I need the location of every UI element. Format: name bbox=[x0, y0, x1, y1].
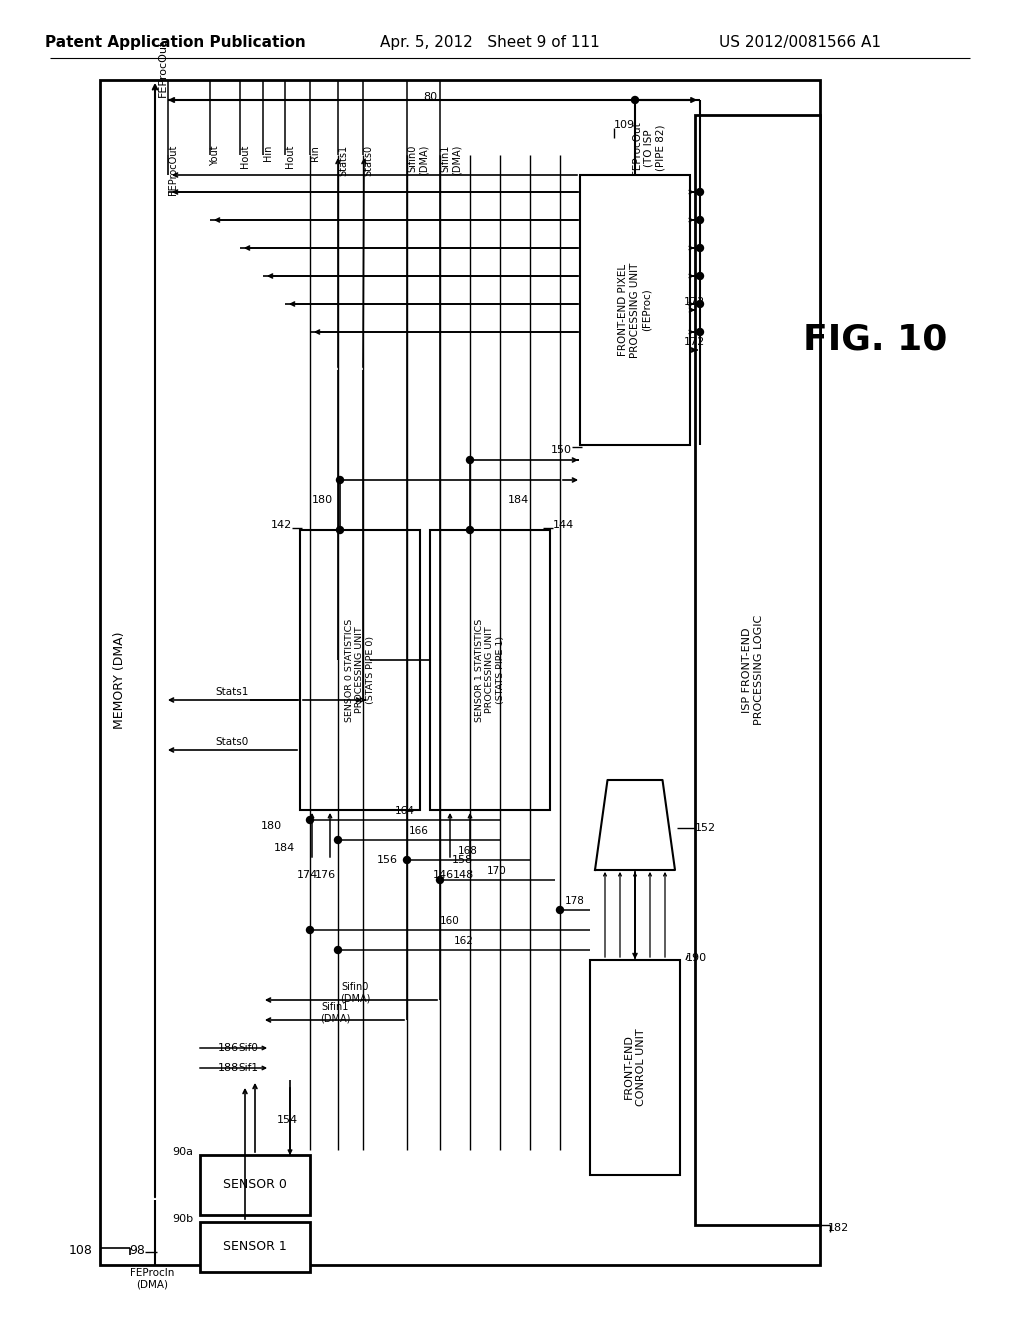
Text: FIG. 10: FIG. 10 bbox=[803, 323, 947, 356]
Text: Hin: Hin bbox=[263, 145, 273, 161]
Text: Sifin1
(DMA): Sifin1 (DMA) bbox=[440, 145, 462, 176]
Text: 172: 172 bbox=[683, 297, 705, 308]
Text: 152: 152 bbox=[695, 822, 716, 833]
Circle shape bbox=[632, 96, 639, 103]
Text: FRONT-END PIXEL
PROCESSING UNIT
(FEProc): FRONT-END PIXEL PROCESSING UNIT (FEProc) bbox=[618, 263, 651, 358]
Text: 144: 144 bbox=[553, 520, 574, 531]
Text: 156: 156 bbox=[377, 855, 397, 865]
Text: 90a: 90a bbox=[172, 1147, 193, 1158]
Text: FEProcOut: FEProcOut bbox=[158, 40, 168, 96]
Text: 109: 109 bbox=[614, 120, 635, 129]
Circle shape bbox=[337, 477, 343, 483]
Text: 164: 164 bbox=[395, 807, 415, 816]
Text: Stats0: Stats0 bbox=[362, 145, 373, 176]
Circle shape bbox=[696, 329, 703, 335]
Circle shape bbox=[436, 876, 443, 883]
Circle shape bbox=[337, 527, 343, 533]
Text: 146: 146 bbox=[432, 870, 454, 880]
Text: SENSOR 1 STATISTICS
PROCESSING UNIT
(STATS PIPE 1): SENSOR 1 STATISTICS PROCESSING UNIT (STA… bbox=[475, 618, 505, 722]
Text: US 2012/0081566 A1: US 2012/0081566 A1 bbox=[719, 34, 881, 49]
Text: 162: 162 bbox=[454, 936, 474, 946]
Text: SENSOR 0: SENSOR 0 bbox=[223, 1179, 287, 1192]
Text: 180: 180 bbox=[312, 495, 333, 506]
Text: 154: 154 bbox=[276, 1115, 298, 1125]
Text: 182: 182 bbox=[828, 1224, 849, 1233]
Circle shape bbox=[696, 189, 703, 195]
Bar bbox=[580, 176, 690, 445]
Text: 180: 180 bbox=[261, 821, 282, 832]
Text: SENSOR 0 STATISTICS
PROCESSING UNIT
(STATS PIPE 0): SENSOR 0 STATISTICS PROCESSING UNIT (STA… bbox=[345, 618, 375, 722]
Text: MEMORY (DMA): MEMORY (DMA) bbox=[114, 631, 127, 729]
Text: FEProcIn
(DMA): FEProcIn (DMA) bbox=[130, 1269, 174, 1290]
Bar bbox=[590, 960, 680, 1175]
Text: Patent Application Publication: Patent Application Publication bbox=[45, 34, 305, 49]
Text: 142: 142 bbox=[270, 520, 292, 531]
Text: Stats1: Stats1 bbox=[338, 145, 348, 176]
Circle shape bbox=[696, 244, 703, 252]
Circle shape bbox=[556, 907, 563, 913]
Text: Rin: Rin bbox=[310, 145, 319, 161]
Text: Stats1: Stats1 bbox=[215, 686, 249, 697]
Circle shape bbox=[467, 527, 473, 533]
Text: 170: 170 bbox=[487, 866, 507, 876]
Text: 190: 190 bbox=[686, 953, 708, 964]
Text: 186: 186 bbox=[217, 1043, 239, 1053]
Circle shape bbox=[696, 216, 703, 223]
Text: Sifin0
(DMA): Sifin0 (DMA) bbox=[407, 145, 429, 176]
Text: 98: 98 bbox=[129, 1243, 145, 1257]
Text: Sifin1
(DMA): Sifin1 (DMA) bbox=[319, 1002, 350, 1024]
Text: 174: 174 bbox=[296, 870, 317, 880]
Bar bbox=[200, 1222, 310, 1272]
Polygon shape bbox=[595, 780, 675, 870]
Text: Sif1: Sif1 bbox=[238, 1063, 258, 1073]
Circle shape bbox=[306, 927, 313, 933]
Text: Sif0: Sif0 bbox=[238, 1043, 258, 1053]
Text: Stats0: Stats0 bbox=[215, 737, 249, 747]
Text: 166: 166 bbox=[409, 826, 429, 836]
Text: 168: 168 bbox=[458, 846, 478, 855]
Text: 150: 150 bbox=[551, 445, 572, 455]
Text: Apr. 5, 2012   Sheet 9 of 111: Apr. 5, 2012 Sheet 9 of 111 bbox=[380, 34, 600, 49]
Circle shape bbox=[335, 946, 341, 953]
Text: 158: 158 bbox=[452, 855, 472, 865]
Text: Hout: Hout bbox=[285, 145, 295, 169]
Text: 160: 160 bbox=[440, 916, 460, 927]
Text: FEProcOut
(TO ISP
(PIPE 82): FEProcOut (TO ISP (PIPE 82) bbox=[632, 121, 666, 174]
Text: 176: 176 bbox=[314, 870, 336, 880]
Circle shape bbox=[403, 857, 411, 863]
Text: 184: 184 bbox=[508, 495, 529, 506]
Text: 188: 188 bbox=[217, 1063, 239, 1073]
Circle shape bbox=[335, 837, 341, 843]
Text: 148: 148 bbox=[453, 870, 474, 880]
Text: 172: 172 bbox=[683, 337, 705, 347]
Text: 108: 108 bbox=[70, 1243, 93, 1257]
Circle shape bbox=[306, 817, 313, 824]
Text: SENSOR 1: SENSOR 1 bbox=[223, 1241, 287, 1254]
Bar bbox=[200, 1155, 310, 1214]
Text: 80: 80 bbox=[423, 92, 437, 102]
Bar bbox=[695, 115, 820, 1225]
Bar bbox=[300, 531, 420, 810]
Text: 178: 178 bbox=[565, 896, 585, 906]
Text: 184: 184 bbox=[273, 843, 295, 853]
Circle shape bbox=[467, 457, 473, 463]
Bar bbox=[430, 531, 550, 810]
Text: Sifin0
(DMA): Sifin0 (DMA) bbox=[340, 982, 371, 1003]
Bar bbox=[100, 81, 820, 1265]
Circle shape bbox=[696, 301, 703, 308]
Text: 90b: 90b bbox=[172, 1214, 193, 1224]
Text: ISP FRONT-END
PROCESSING LOGIC: ISP FRONT-END PROCESSING LOGIC bbox=[742, 615, 764, 725]
Text: FRONT-END
CONROL UNIT: FRONT-END CONROL UNIT bbox=[625, 1028, 646, 1106]
Text: FEProcOut: FEProcOut bbox=[168, 145, 178, 195]
Text: Yout: Yout bbox=[210, 145, 220, 165]
Circle shape bbox=[696, 272, 703, 280]
Text: Hout: Hout bbox=[240, 145, 250, 169]
